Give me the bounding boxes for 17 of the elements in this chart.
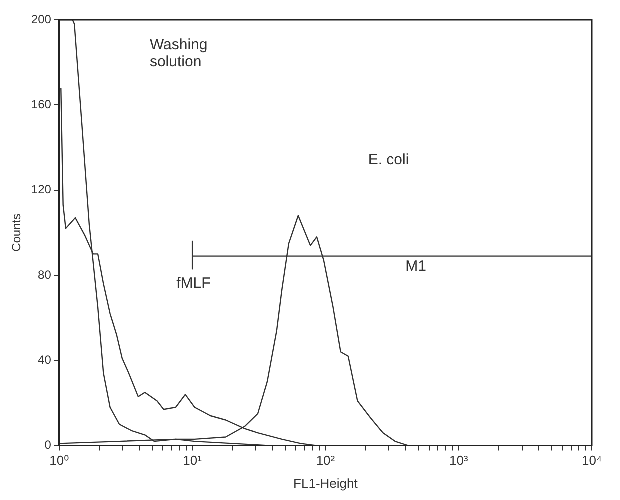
y-tick-label: 120 [31, 182, 52, 197]
x-tick-label: 10⁰ [50, 453, 70, 468]
y-tick-label: 160 [31, 97, 52, 112]
y-tick-label: 0 [44, 438, 52, 452]
y-tick-label: 40 [38, 352, 52, 367]
x-tick-label: 10⁴ [582, 453, 602, 468]
x-tick-label: 10³ [449, 453, 469, 468]
annotation: Washing solution [150, 36, 208, 71]
y-tick-label: 80 [38, 268, 52, 282]
x-axis-title: FL1-Height [294, 476, 358, 491]
y-tick-label: 200 [31, 12, 52, 26]
x-tick-label: 10² [316, 453, 336, 468]
annotation: M1 [406, 258, 426, 276]
annotation: E. coli [368, 152, 410, 169]
y-axis-title: Counts [10, 214, 24, 252]
x-tick-label: 10¹ [183, 453, 203, 468]
annotation: fMLF [176, 275, 211, 292]
